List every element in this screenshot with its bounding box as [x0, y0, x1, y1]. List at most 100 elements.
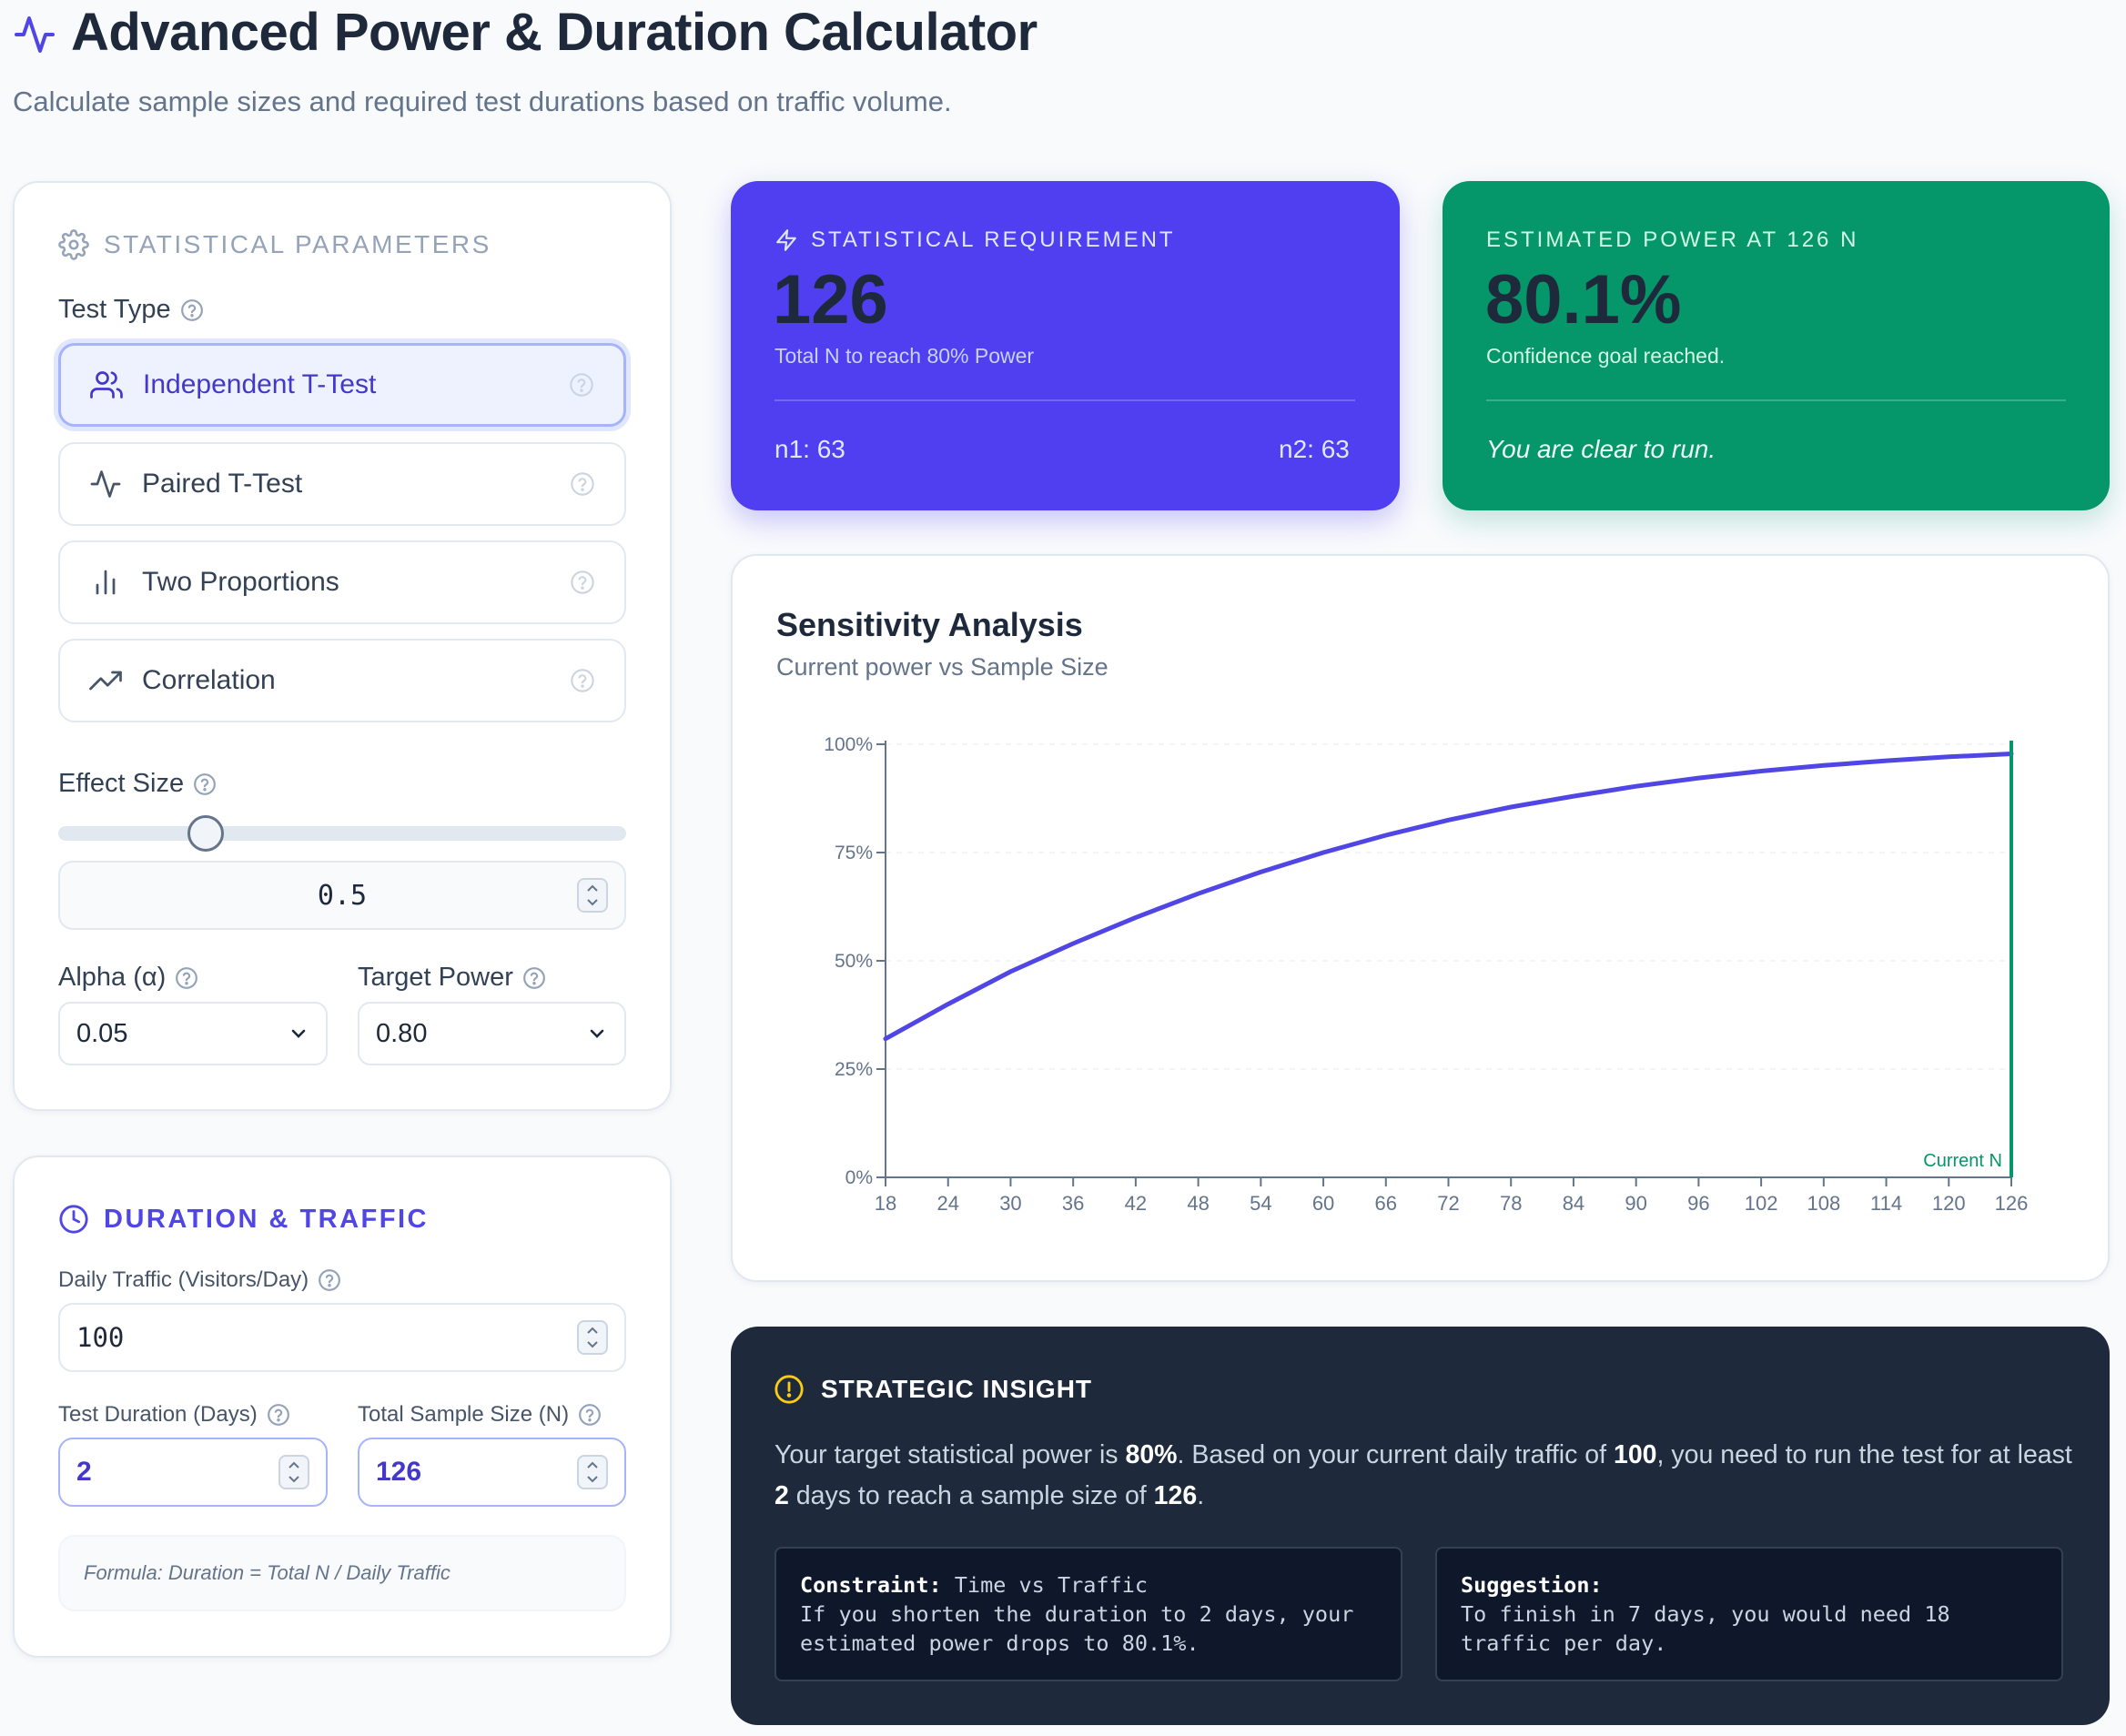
chevron-up-icon [587, 884, 598, 892]
option-label: Independent T-Test [143, 369, 377, 399]
effect-size-slider-track[interactable] [58, 826, 626, 841]
total-sample-size-input[interactable]: 126 [358, 1438, 626, 1507]
x-tick-label: 24 [936, 1192, 958, 1215]
required-n-subtitle: Total N to reach 80% Power [774, 344, 1035, 368]
help-icon[interactable] [267, 1403, 290, 1427]
daily-traffic-value: 100 [76, 1322, 125, 1353]
option-label: Paired T-Test [142, 469, 303, 499]
chevron-up-icon [289, 1461, 299, 1469]
target-power-label-text: Target Power [358, 963, 513, 992]
x-tick-label: 108 [1807, 1192, 1840, 1215]
activity-icon [15, 16, 55, 53]
constraint-title: Time vs Traffic [941, 1572, 1149, 1598]
statistical-requirement-card [731, 181, 1400, 510]
test-duration-label: Test Duration (Days) [58, 1402, 290, 1428]
insight-daily-traffic: 100 [1613, 1440, 1657, 1469]
x-tick-label: 126 [1995, 1192, 2029, 1215]
spinner[interactable] [577, 878, 608, 913]
x-tick-label: 60 [1312, 1192, 1334, 1215]
alert-circle-icon [774, 1375, 804, 1404]
estimated-power-value: 80.1% [1485, 261, 1682, 338]
sensitivity-chart: 100% 75% 50% 25% 0%18 24 30 36 42 48 54 60 66 72 78 84 9… [824, 734, 2029, 1215]
daily-traffic-label-text: Daily Traffic (Visitors/Day) [58, 1267, 309, 1292]
target-power-label: Target Power [358, 963, 546, 993]
chart-title: Sensitivity Analysis [776, 606, 1083, 643]
target-power-value: 0.80 [376, 1018, 428, 1048]
x-tick-label: 18 [875, 1192, 896, 1215]
effect-size-input[interactable]: 0.5 [58, 861, 626, 930]
y-tick-label: 100% [824, 734, 873, 755]
test-duration-label-text: Test Duration (Days) [58, 1402, 258, 1427]
daily-traffic-input[interactable]: 100 [58, 1303, 626, 1372]
help-icon[interactable] [570, 570, 595, 595]
option-label: Correlation [142, 665, 276, 695]
help-icon[interactable] [318, 1268, 341, 1292]
alpha-select[interactable]: 0.05 [58, 1002, 328, 1065]
insight-target-power: 80% [1125, 1440, 1178, 1469]
chevron-down-icon [291, 1029, 306, 1038]
total-sample-size-label: Total Sample Size (N) [358, 1402, 602, 1428]
suggestion-label: Suggestion: [1461, 1572, 1603, 1598]
statistical-requirement-eyebrow: STATISTICAL REQUIREMENT [774, 227, 1176, 253]
effect-size-slider-thumb[interactable] [187, 815, 225, 852]
target-power-select[interactable]: 0.80 [358, 1002, 626, 1065]
help-icon[interactable] [522, 966, 546, 990]
test-type-correlation[interactable]: Correlation [58, 639, 626, 722]
spinner[interactable] [577, 1455, 608, 1489]
clock-icon [59, 1205, 88, 1234]
total-sample-value: 126 [376, 1457, 422, 1487]
x-tick-label: 96 [1687, 1192, 1709, 1215]
effect-size-value: 0.5 [317, 879, 368, 912]
alpha-label: Alpha (α) [58, 963, 198, 993]
x-tick-label: 90 [1625, 1192, 1646, 1215]
x-tick-label: 84 [1563, 1192, 1584, 1215]
estimated-power-card [1443, 181, 2110, 510]
spinner[interactable] [577, 1320, 608, 1355]
x-tick-label: 120 [1932, 1192, 1966, 1215]
x-tick-label: 42 [1125, 1192, 1147, 1215]
insight-days: 2 [774, 1481, 789, 1510]
help-icon[interactable] [569, 372, 594, 398]
chart-subtitle: Current power vs Sample Size [776, 653, 1109, 681]
test-type-independent-t-test[interactable]: Independent T-Test [58, 343, 626, 427]
test-type-two-proportions[interactable]: Two Proportions [58, 540, 626, 624]
insight-text: . Based on your current daily traffic of [1177, 1440, 1614, 1469]
insight-text: days to reach a sample size of [788, 1481, 1154, 1510]
lightning-icon [776, 229, 796, 251]
y-tick-label: 50% [835, 951, 873, 972]
section-title: DURATION & TRAFFIC [104, 1204, 429, 1234]
sensitivity-analysis-card [731, 554, 2110, 1282]
chevron-up-icon [587, 1327, 598, 1334]
test-type-label: Test Type [58, 295, 204, 325]
help-icon[interactable] [570, 471, 595, 497]
insight-paragraph: Your target statistical power is 80%. Ba… [774, 1435, 2076, 1517]
suggestion-text: To finish in 7 days, you would need 18 t… [1461, 1601, 1950, 1656]
help-icon[interactable] [193, 772, 217, 796]
pulse-icon [90, 470, 121, 498]
page-subtitle: Calculate sample sizes and required test… [13, 86, 952, 117]
y-tick-label: 0% [845, 1167, 873, 1188]
help-icon[interactable] [578, 1403, 602, 1427]
x-tick-label: 114 [1870, 1192, 1902, 1215]
x-tick-label: 30 [999, 1192, 1021, 1215]
alpha-value: 0.05 [76, 1018, 128, 1048]
constraint-box: Constraint: Time vs Traffic If you shorte… [774, 1547, 1402, 1681]
duration-traffic-heading: DURATION & TRAFFIC [58, 1204, 429, 1235]
spinner[interactable] [278, 1455, 309, 1489]
help-icon[interactable] [180, 298, 204, 322]
clear-to-run-message: You are clear to run. [1486, 435, 1716, 463]
required-n-value: 126 [773, 261, 888, 338]
users-icon [90, 371, 123, 399]
test-duration-input[interactable]: 2 [58, 1438, 328, 1507]
constraint-label: Constraint: [800, 1572, 942, 1598]
insight-text: Your target statistical power is [774, 1440, 1126, 1469]
effect-size-label-text: Effect Size [58, 769, 185, 798]
x-tick-label: 72 [1437, 1192, 1459, 1215]
test-type-paired-t-test[interactable]: Paired T-Test [58, 442, 626, 526]
total-sample-label-text: Total Sample Size (N) [358, 1402, 570, 1427]
help-icon[interactable] [175, 966, 198, 990]
trending-up-icon [89, 671, 122, 691]
chevron-down-icon [587, 899, 598, 906]
formula-note: Formula: Duration = Total N / Daily Traf… [58, 1535, 626, 1611]
help-icon[interactable] [570, 668, 595, 693]
